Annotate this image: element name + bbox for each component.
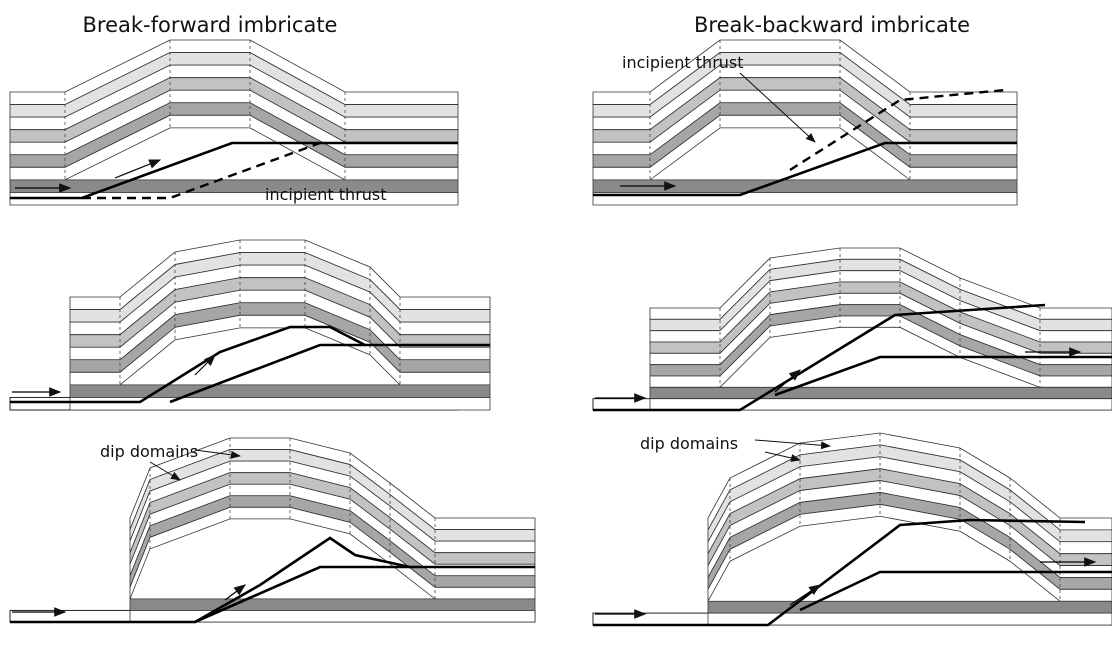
rock-layer <box>69 384 491 398</box>
annotation: dip domains <box>100 442 198 461</box>
thrust-fault <box>593 303 1046 412</box>
thrust-fault <box>194 565 410 624</box>
slip-arrow <box>194 354 216 376</box>
annotation-arrow <box>739 72 816 143</box>
panels <box>9 39 1112 627</box>
rock-layer <box>707 612 1112 626</box>
annotation: incipient thrust <box>265 185 387 204</box>
thrust-fault <box>774 355 1112 397</box>
incipient-thrust <box>789 88 1006 172</box>
slip-arrow <box>774 369 801 393</box>
annotation-arrow <box>194 449 241 459</box>
rock-layer <box>649 386 1112 400</box>
slip-arrow <box>789 584 821 606</box>
rock-layer <box>9 192 459 206</box>
annotation: incipient thrust <box>622 53 744 72</box>
slip-arrow <box>114 159 162 179</box>
thrust-fault <box>799 570 1112 612</box>
rock-layer <box>69 397 491 411</box>
rock-layer <box>129 598 536 611</box>
annotation-arrow <box>754 439 831 450</box>
annotation: dip domains <box>640 434 738 453</box>
column-title: Break-forward imbricate <box>83 13 338 37</box>
rock-layer <box>129 610 536 623</box>
rock-layer <box>649 315 1112 388</box>
annotation-arrow <box>149 461 181 481</box>
rock-layer <box>707 503 1112 602</box>
rock-layer <box>707 600 1112 614</box>
thrust-fault <box>593 141 1017 197</box>
column-title: Break-backward imbricate <box>694 13 970 37</box>
thrust-fault <box>593 518 1086 627</box>
rock-layer <box>9 179 459 193</box>
rock-layer <box>649 398 1112 411</box>
thrust-fault <box>169 343 365 404</box>
annotation-arrow <box>764 451 801 462</box>
thrust-fault <box>10 141 458 200</box>
slip-arrow <box>224 584 246 601</box>
